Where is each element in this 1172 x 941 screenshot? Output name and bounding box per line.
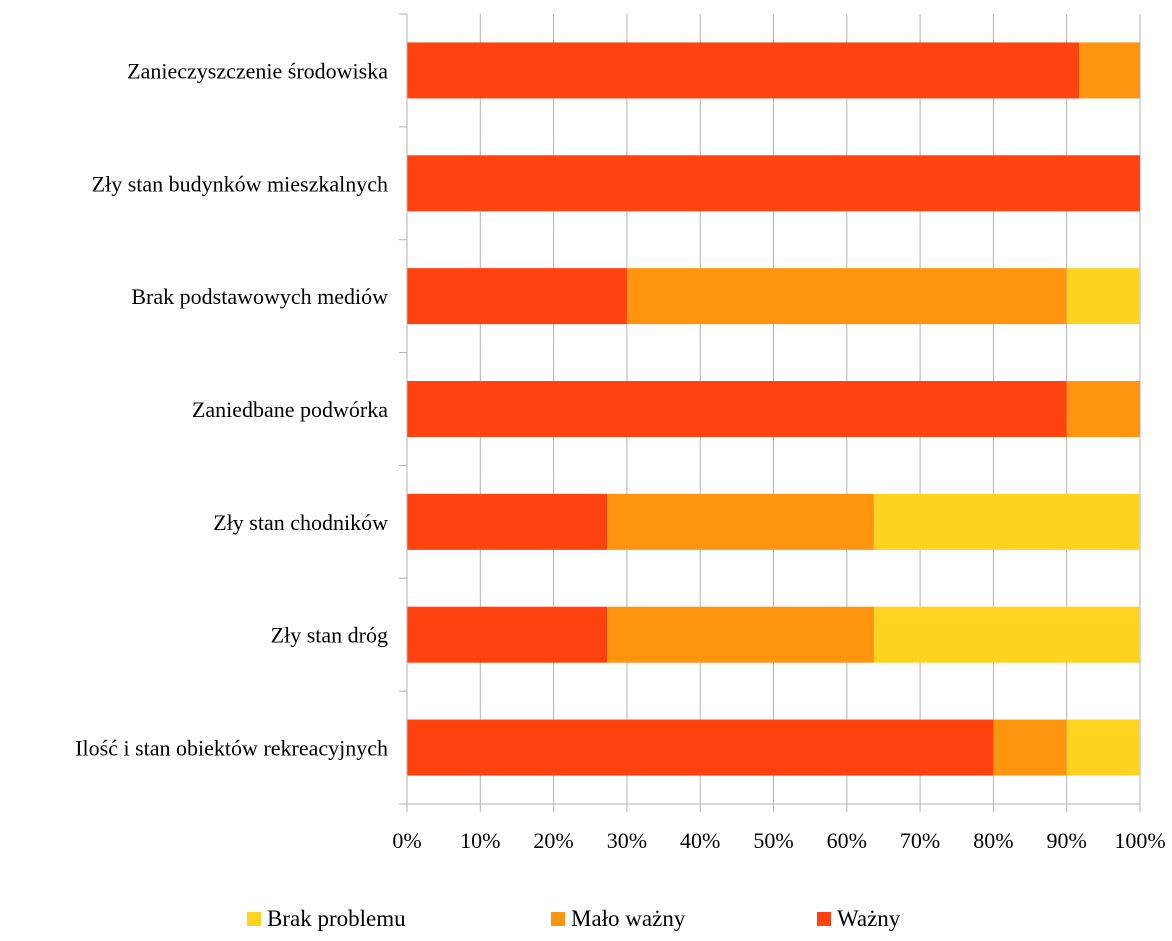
bar-segment bbox=[873, 493, 1140, 550]
legend-swatch bbox=[817, 912, 831, 926]
x-tick-label: 60% bbox=[827, 828, 867, 853]
category-label: Zaniedbane podwórka bbox=[192, 397, 388, 422]
bar-segment bbox=[407, 155, 1140, 212]
bar-segment bbox=[1079, 42, 1140, 99]
bar-segment bbox=[626, 268, 1067, 325]
x-tick-label: 50% bbox=[753, 828, 793, 853]
bar-segment bbox=[607, 606, 874, 663]
x-tick-label: 20% bbox=[533, 828, 573, 853]
x-tick-labels: 0% 10% 20% 30% 40% 50% 60% 70% 80% 90% 100% bbox=[392, 828, 1165, 853]
bar-segment bbox=[607, 493, 874, 550]
legend-label: Mało ważny bbox=[571, 906, 686, 931]
category-label: Brak podstawowych mediów bbox=[131, 284, 388, 309]
bar-segment bbox=[873, 606, 1140, 663]
bar-segment bbox=[407, 42, 1080, 99]
x-tick-label: 70% bbox=[900, 828, 940, 853]
bar-segment bbox=[407, 493, 608, 550]
legend-item: Ważny bbox=[817, 906, 900, 932]
category-label: Zły stan chodników bbox=[213, 510, 388, 535]
x-tick-label: 10% bbox=[460, 828, 500, 853]
x-tick-label: 80% bbox=[973, 828, 1013, 853]
legend-label: Brak problemu bbox=[267, 906, 406, 931]
legend-swatch bbox=[247, 912, 261, 926]
legend-label: Ważny bbox=[837, 906, 901, 931]
bar-segment bbox=[407, 606, 608, 663]
x-tick-label: 30% bbox=[607, 828, 647, 853]
legend: Brak problemu Mało ważny Ważny bbox=[0, 906, 1172, 938]
category-label: Zanieczyszczenie środowiska bbox=[127, 58, 388, 83]
bar-segment bbox=[1066, 719, 1140, 776]
legend-swatch bbox=[551, 912, 565, 926]
bar-segment bbox=[407, 268, 627, 325]
bar-segment bbox=[407, 381, 1067, 437]
legend-item: Mało ważny bbox=[551, 906, 685, 932]
category-label: Zły stan dróg bbox=[271, 623, 388, 648]
bar-segment bbox=[993, 719, 1067, 776]
bar-segment bbox=[407, 719, 994, 776]
axes bbox=[399, 13, 1141, 812]
category-label: Ilość i stan obiektów rekreacyjnych bbox=[75, 736, 388, 761]
category-label: Zły stan budynków mieszkalnych bbox=[92, 171, 388, 196]
bar-segment bbox=[1066, 268, 1140, 325]
x-tick-label: 100% bbox=[1114, 828, 1165, 853]
stacked-bar-chart: Zanieczyszczenie środowiska Zły stan budy… bbox=[75, 13, 1166, 853]
legend-item: Brak problemu bbox=[247, 906, 406, 932]
bar-segment bbox=[1066, 381, 1140, 437]
bars bbox=[407, 42, 1140, 776]
x-tick-label: 40% bbox=[680, 828, 720, 853]
x-tick-label: 90% bbox=[1047, 828, 1087, 853]
category-labels: Zanieczyszczenie środowiska Zły stan budy… bbox=[75, 58, 388, 760]
x-tick-label: 0% bbox=[392, 828, 421, 853]
